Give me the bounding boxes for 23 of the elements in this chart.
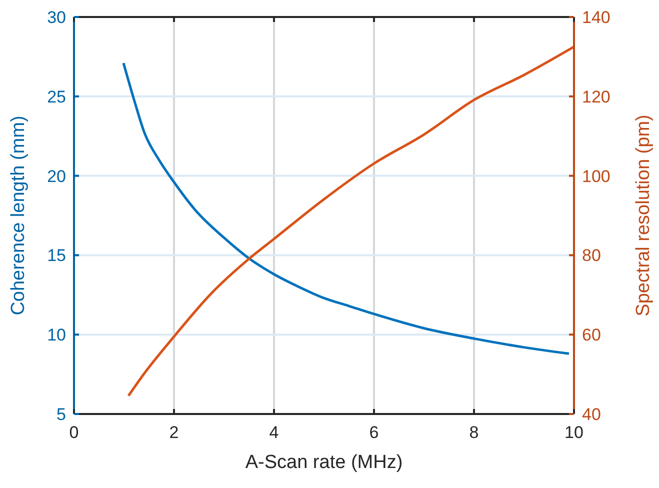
y-axis-title: Coherence length (mm) [8,116,29,316]
x-tick-label: 4 [269,423,279,442]
y2-tick-label: 120 [582,87,610,106]
y-tick-label: 20 [47,166,66,186]
y-tick-label: 10 [47,326,66,345]
y-tick-label: 30 [47,8,66,27]
y2-tick-label: 80 [582,246,601,266]
y2-tick-label: 40 [582,405,601,424]
y2-tick-label: 100 [582,166,610,186]
y-tick-label: 15 [47,246,66,266]
y2-axis-title: Spectral resolution (pm) [633,114,654,316]
x-tick-label: 0 [69,423,79,442]
x-tick-label: 6 [369,423,379,442]
y2-tick-label: 60 [582,326,601,345]
y-tick-label: 5 [56,405,66,424]
x-axis-title: A-Scan rate (MHz) [245,452,403,473]
y-tick-label: 25 [47,87,66,106]
x-tick-label: 2 [169,423,179,442]
line-series [127,46,576,397]
y2-tick-label: 140 [582,8,610,27]
x-tick-label: 10 [564,423,584,442]
line-series [122,62,570,355]
x-tick-label: 8 [469,423,479,442]
